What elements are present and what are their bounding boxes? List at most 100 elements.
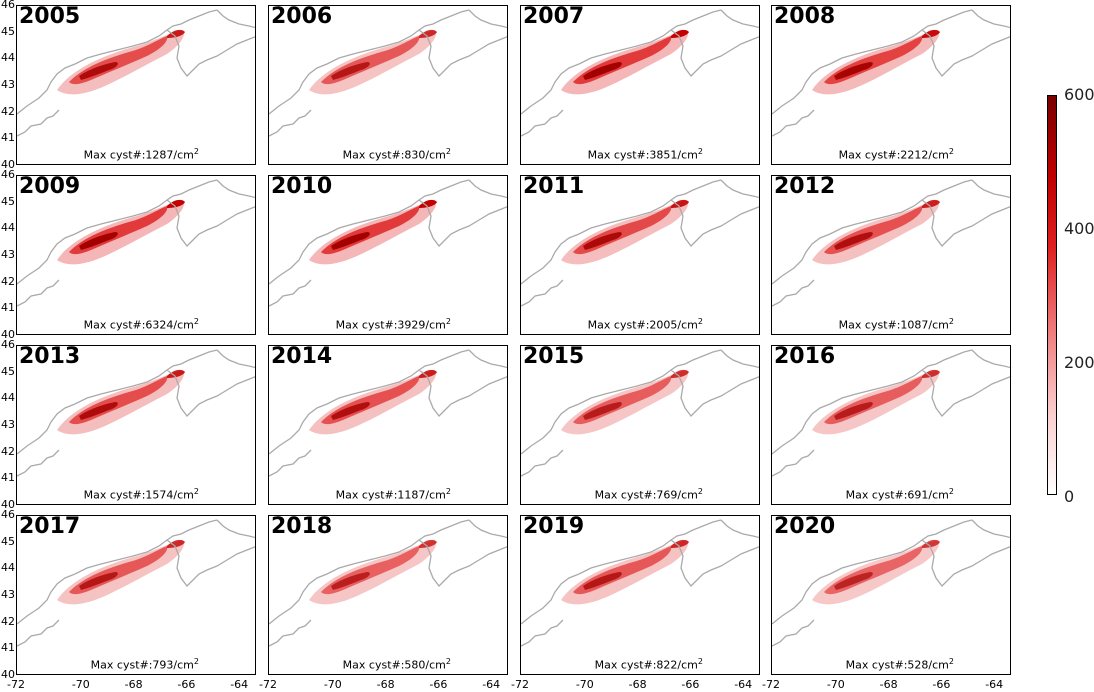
panel-year: 2014	[271, 345, 333, 369]
y-tick-label: 43	[1, 78, 15, 91]
panel-year: 2015	[523, 345, 585, 369]
y-tick-label: 46	[1, 338, 15, 351]
y-tick-label: 45	[1, 194, 15, 208]
map-panel-2009: 2009 Max cyst#:6324/cm2	[16, 175, 256, 335]
coastline	[17, 519, 255, 647]
density-high-region	[583, 232, 622, 250]
y-tick-label: 42	[1, 274, 15, 288]
max-cyst-label: Max cyst#:580/cm2	[342, 657, 451, 672]
coastline	[269, 519, 507, 647]
density-high-region	[79, 62, 118, 80]
map-plot	[269, 519, 507, 647]
coastline	[269, 179, 507, 307]
y-tick-label: 43	[1, 418, 15, 431]
density-high-region	[834, 232, 873, 250]
y-tick-label: 40	[1, 498, 15, 511]
density-high-region	[79, 232, 118, 250]
max-cyst-label: Max cyst#:769/cm2	[594, 487, 703, 502]
max-cyst-label: Max cyst#:1187/cm2	[335, 487, 451, 502]
map-panel-2010: 2010 Max cyst#:3929/cm2	[268, 175, 508, 335]
density-bay-region	[419, 29, 437, 38]
panel-year: 2006	[271, 5, 333, 29]
coastline	[521, 179, 759, 307]
map-plot	[17, 179, 255, 307]
coastline	[521, 519, 759, 647]
colorbar-label-200: 200	[1064, 353, 1094, 372]
map-plot	[772, 519, 1010, 647]
x-tick-label: -72	[259, 678, 277, 691]
panel-year: 2018	[271, 515, 333, 539]
colorbar	[1047, 95, 1057, 495]
map-plot	[772, 9, 1010, 137]
map-panel-2006: 2006 Max cyst#:830/cm2	[268, 5, 508, 165]
map-plot	[772, 179, 1010, 307]
x-tick-label: -70	[575, 678, 594, 691]
panel-year: 2007	[523, 5, 585, 29]
map-panel-2015: 2015 Max cyst#:769/cm2	[520, 345, 760, 505]
density-bay-region	[419, 199, 437, 208]
x-tick-label: -64	[230, 678, 249, 691]
density-high-region	[583, 62, 622, 80]
x-tick-label: -66	[681, 678, 700, 691]
coastline	[772, 9, 1010, 137]
y-tick-label: 43	[1, 248, 15, 261]
map-panel-2018: 2018 Max cyst#:580/cm2	[268, 515, 508, 675]
map-panel-2014: 2014 Max cyst#:1187/cm2	[268, 345, 508, 505]
y-tick-label: 43	[1, 588, 15, 601]
map-panel-2013: 2013 Max cyst#:1574/cm2	[16, 345, 256, 505]
max-cyst-label: Max cyst#:2005/cm2	[587, 317, 703, 332]
map-plot	[521, 349, 759, 477]
x-tick-label: -66	[429, 678, 448, 691]
density-high-region	[331, 572, 370, 590]
x-tick-label: -68	[628, 678, 647, 691]
max-cyst-label: Max cyst#:793/cm2	[90, 657, 199, 672]
panel-year: 2016	[774, 345, 836, 369]
map-plot	[17, 519, 255, 647]
coastline	[521, 9, 759, 137]
y-tick-label: 40	[1, 328, 15, 341]
density-bay-region	[167, 369, 185, 378]
coastline	[17, 179, 255, 307]
map-plot	[521, 179, 759, 307]
coastline	[772, 349, 1010, 477]
map-plot	[269, 179, 507, 307]
max-cyst-label: Max cyst#:1574/cm2	[83, 487, 199, 502]
coastline	[772, 519, 1010, 647]
max-cyst-label: Max cyst#:528/cm2	[845, 657, 954, 672]
density-bay-region	[167, 199, 185, 208]
density-bay-region	[419, 539, 437, 548]
coastline	[269, 9, 507, 137]
y-tick-label: 46	[1, 0, 15, 11]
x-tick-label: -64	[734, 678, 753, 691]
density-bay-region	[922, 539, 940, 548]
density-bay-region	[671, 29, 689, 38]
max-cyst-label: Max cyst#:1087/cm2	[838, 317, 954, 332]
coastline	[269, 349, 507, 477]
map-panel-2016: 2016 Max cyst#:691/cm2	[771, 345, 1011, 505]
colorbar-label-400: 400	[1064, 219, 1094, 238]
y-tick-label: 44	[1, 221, 15, 235]
x-tick-label: -72	[762, 678, 780, 691]
map-panel-2020: 2020 Max cyst#:528/cm2	[771, 515, 1011, 675]
y-tick-label: 44	[1, 561, 15, 575]
max-cyst-label: Max cyst#:1287/cm2	[83, 147, 199, 162]
density-bay-region	[922, 29, 940, 38]
max-cyst-label: Max cyst#:822/cm2	[594, 657, 703, 672]
x-tick-label: -68	[879, 678, 898, 691]
map-plot	[521, 9, 759, 137]
panel-year: 2009	[19, 175, 81, 199]
coastline	[17, 9, 255, 137]
density-bay-region	[167, 539, 185, 548]
y-tick-label: 41	[1, 641, 15, 655]
x-tick-label: -70	[323, 678, 342, 691]
map-panel-2007: 2007 Max cyst#:3851/cm2	[520, 5, 760, 165]
x-tick-label: -64	[482, 678, 501, 691]
panel-year: 2020	[774, 515, 836, 539]
map-panel-2005: 2005 Max cyst#:1287/cm2	[16, 5, 256, 165]
map-plot	[521, 519, 759, 647]
max-cyst-label: Max cyst#:2212/cm2	[838, 147, 954, 162]
density-bay-region	[671, 539, 689, 548]
panel-year: 2012	[774, 175, 836, 199]
x-tick-label: -70	[71, 678, 90, 691]
panel-year: 2010	[271, 175, 333, 199]
